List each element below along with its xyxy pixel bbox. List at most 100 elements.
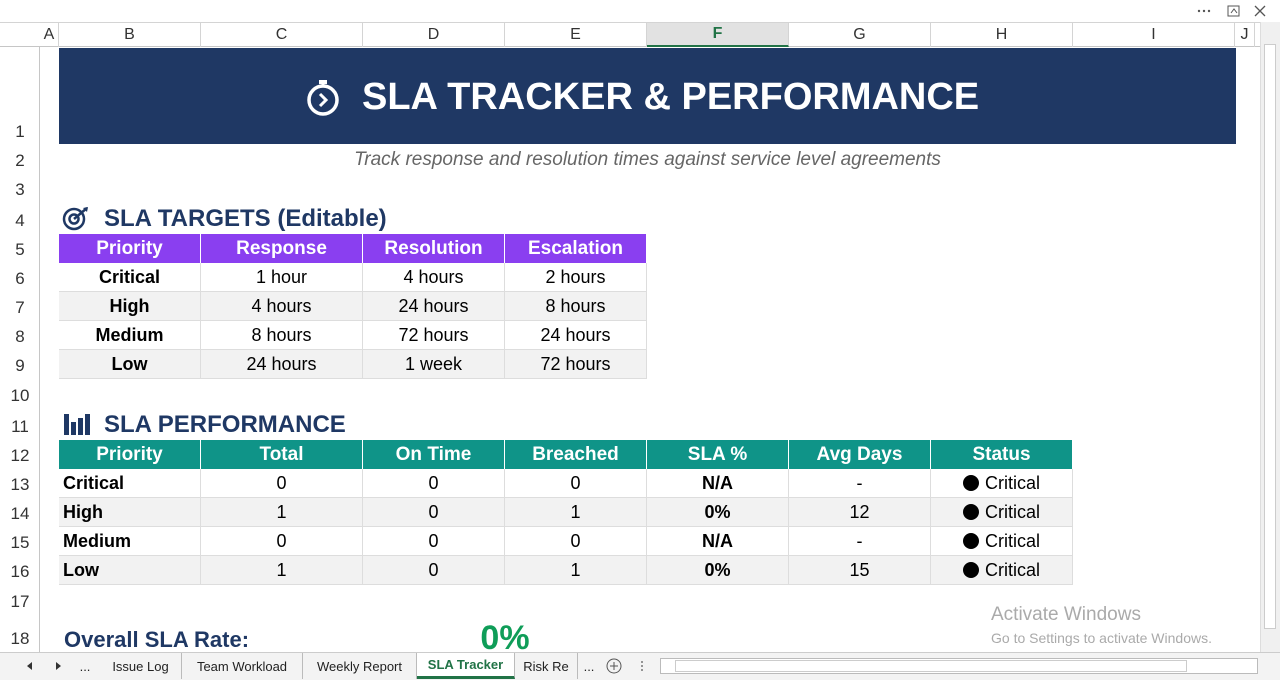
table-cell: Critical xyxy=(931,498,1073,527)
table-cell: - xyxy=(789,527,931,556)
row-header[interactable]: 3 xyxy=(15,180,25,199)
table-cell: 1 xyxy=(505,556,647,585)
sheet-tab[interactable]: ... xyxy=(79,658,91,674)
overall-label: Overall SLA Rate: xyxy=(64,627,250,652)
row-header[interactable]: 11 xyxy=(11,417,29,436)
column-header[interactable]: J xyxy=(1235,23,1255,47)
table-cell: 0 xyxy=(201,469,363,498)
table-cell: 0 xyxy=(363,498,505,527)
watermark-title: Activate Windows xyxy=(991,604,1141,625)
target-icon xyxy=(62,207,88,231)
row-header[interactable]: 12 xyxy=(10,446,30,465)
section-heading: SLA PERFORMANCE xyxy=(104,410,346,438)
table-header: Escalation xyxy=(505,234,647,263)
table-cell: 72 hours xyxy=(505,350,647,379)
status-dot xyxy=(962,533,979,549)
table-cell: Critical xyxy=(59,469,201,498)
row-18-clip: 0% xyxy=(0,615,1258,653)
row-header[interactable]: 5 xyxy=(15,240,25,259)
table-cell: 72 hours xyxy=(363,321,505,350)
row-header[interactable]: 7 xyxy=(15,298,25,317)
row-header[interactable]: 4 xyxy=(15,211,25,230)
title-strip xyxy=(0,0,1280,22)
row-header[interactable]: 13 xyxy=(10,475,30,494)
table-header: On Time xyxy=(363,440,505,469)
table-cell: 1 hour xyxy=(201,263,363,292)
table-cell: Medium xyxy=(59,321,201,350)
row-header[interactable]: 1 xyxy=(15,122,25,141)
title: SLA TRACKER & PERFORMANCE xyxy=(362,75,980,118)
table-cell: High xyxy=(59,292,201,321)
table-cell: 8 hours xyxy=(505,292,647,321)
table-cell: 0 xyxy=(505,527,647,556)
table-header: SLA % xyxy=(647,440,789,469)
title-banner xyxy=(59,48,1236,144)
column-header[interactable]: E xyxy=(505,23,647,47)
sheet-tab[interactable]: Weekly Report xyxy=(303,653,417,679)
table-cell: 1 xyxy=(201,556,363,585)
row-header[interactable]: 2 xyxy=(15,151,25,170)
sheet-tab[interactable]: Risk Re xyxy=(515,653,578,679)
column-header[interactable]: B xyxy=(59,23,201,47)
row-header[interactable]: 15 xyxy=(10,533,30,552)
status-text: Critical xyxy=(984,530,1040,551)
column-header[interactable]: F xyxy=(647,23,789,47)
table-cell: Low xyxy=(59,556,201,585)
column-header[interactable]: A xyxy=(40,23,59,47)
table-cell: 0% xyxy=(647,556,789,585)
table-cell: Low xyxy=(59,350,201,379)
row-header[interactable]: 9 xyxy=(15,356,25,375)
subtitle: Track response and resolution times agai… xyxy=(354,148,941,170)
table-header: Total xyxy=(201,440,363,469)
sheet-tab[interactable]: ... xyxy=(583,658,595,674)
chart-icon xyxy=(64,414,90,435)
table-header: Avg Days xyxy=(789,440,931,469)
section-heading: SLA TARGETS (Editable) xyxy=(104,204,387,232)
column-header[interactable]: D xyxy=(363,23,505,47)
overall-value: 0% xyxy=(480,618,530,653)
table-cell: Medium xyxy=(59,527,201,556)
table-cell: 24 hours xyxy=(201,350,363,379)
table-cell: 4 hours xyxy=(201,292,363,321)
row-header[interactable]: 6 xyxy=(15,269,25,288)
column-header[interactable]: C xyxy=(201,23,363,47)
horizontal-scrollbar[interactable] xyxy=(660,658,1258,674)
row-header[interactable]: 18 xyxy=(10,629,30,648)
table-cell: N/A xyxy=(647,527,789,556)
table-cell: 0 xyxy=(363,469,505,498)
table-cell: 1 week xyxy=(363,350,505,379)
vertical-scrollbar[interactable] xyxy=(1260,22,1280,652)
table-cell: 2 hours xyxy=(505,263,647,292)
column-header[interactable]: I xyxy=(1073,23,1235,47)
sheet-tab[interactable]: Team Workload xyxy=(182,653,303,679)
sheet-tab-bar: ... Issue Log Team Workload Weekly Report SL… xyxy=(0,652,1280,680)
table-cell: High xyxy=(59,498,201,527)
row-header[interactable]: 14 xyxy=(10,504,30,523)
column-header[interactable]: H xyxy=(931,23,1073,47)
table-cell: 0 xyxy=(363,556,505,585)
table-cell: 24 hours xyxy=(363,292,505,321)
row-header[interactable]: 8 xyxy=(15,327,25,346)
table-cell: 1 xyxy=(505,498,647,527)
sheet-tab[interactable]: Issue Log xyxy=(100,653,182,679)
table-header: Priority xyxy=(59,234,201,263)
status-dot xyxy=(962,475,979,491)
row-header[interactable]: 17 xyxy=(10,592,30,611)
table-header: Breached xyxy=(505,440,647,469)
table-cell: 24 hours xyxy=(505,321,647,350)
status-dot xyxy=(962,504,979,520)
table-header: Resolution xyxy=(363,234,505,263)
row-header[interactable]: 16 xyxy=(10,562,30,581)
add-sheet[interactable] xyxy=(604,657,664,675)
table-cell: 8 hours xyxy=(201,321,363,350)
row-header[interactable]: 10 xyxy=(10,386,30,405)
table-cell: 15 xyxy=(789,556,931,585)
sheet-tab[interactable]: SLA Tracker xyxy=(417,653,515,679)
window-controls[interactable] xyxy=(1195,3,1275,19)
column-header[interactable]: G xyxy=(789,23,931,47)
stopwatch-icon xyxy=(307,80,339,116)
tab-nav[interactable] xyxy=(20,659,70,673)
table-cell: 4 hours xyxy=(363,263,505,292)
